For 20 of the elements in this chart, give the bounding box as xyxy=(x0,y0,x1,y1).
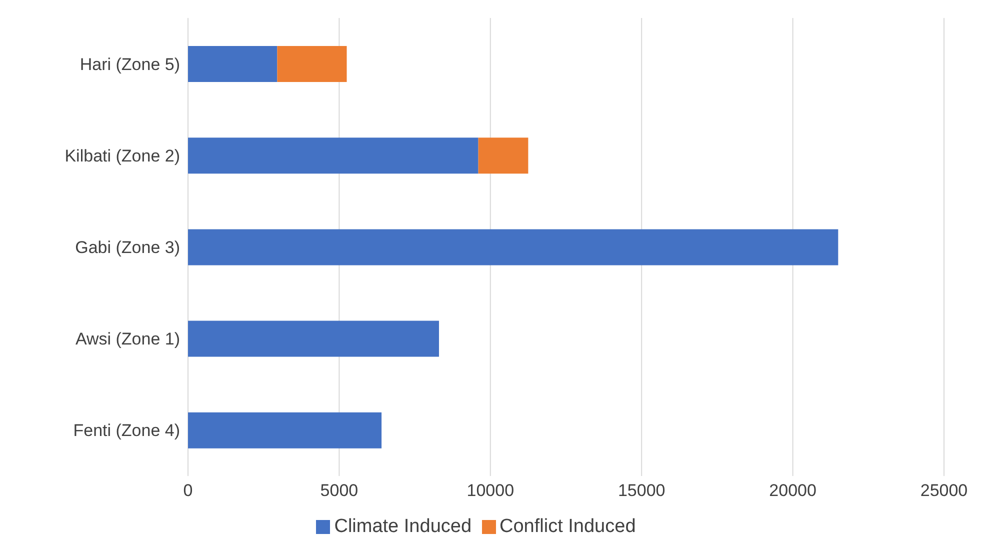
y-tick-label: Fenti (Zone 4) xyxy=(73,421,180,440)
bar xyxy=(188,412,382,448)
bar xyxy=(188,138,478,174)
x-tick-label: 25000 xyxy=(920,481,968,500)
y-tick-label: Hari (Zone 5) xyxy=(80,54,180,74)
legend-label: Climate Induced xyxy=(334,516,472,537)
x-tick-label: 10000 xyxy=(466,481,514,500)
x-tick-label: 5000 xyxy=(320,481,358,500)
x-tick-label: 0 xyxy=(183,481,193,500)
bar xyxy=(478,138,528,174)
y-tick-label: Gabi (Zone 3) xyxy=(75,238,180,258)
bar xyxy=(188,320,439,357)
bar xyxy=(188,229,838,266)
y-tick-label: Awsi (Zone 1) xyxy=(75,330,180,349)
y-tick-label: Kilbati (Zone 2) xyxy=(64,146,180,166)
x-tick-label: 15000 xyxy=(618,481,666,500)
bar xyxy=(188,46,278,82)
legend-label: Conflict Induced xyxy=(500,516,636,537)
bar xyxy=(277,46,347,82)
x-tick-label: 20000 xyxy=(769,481,816,500)
